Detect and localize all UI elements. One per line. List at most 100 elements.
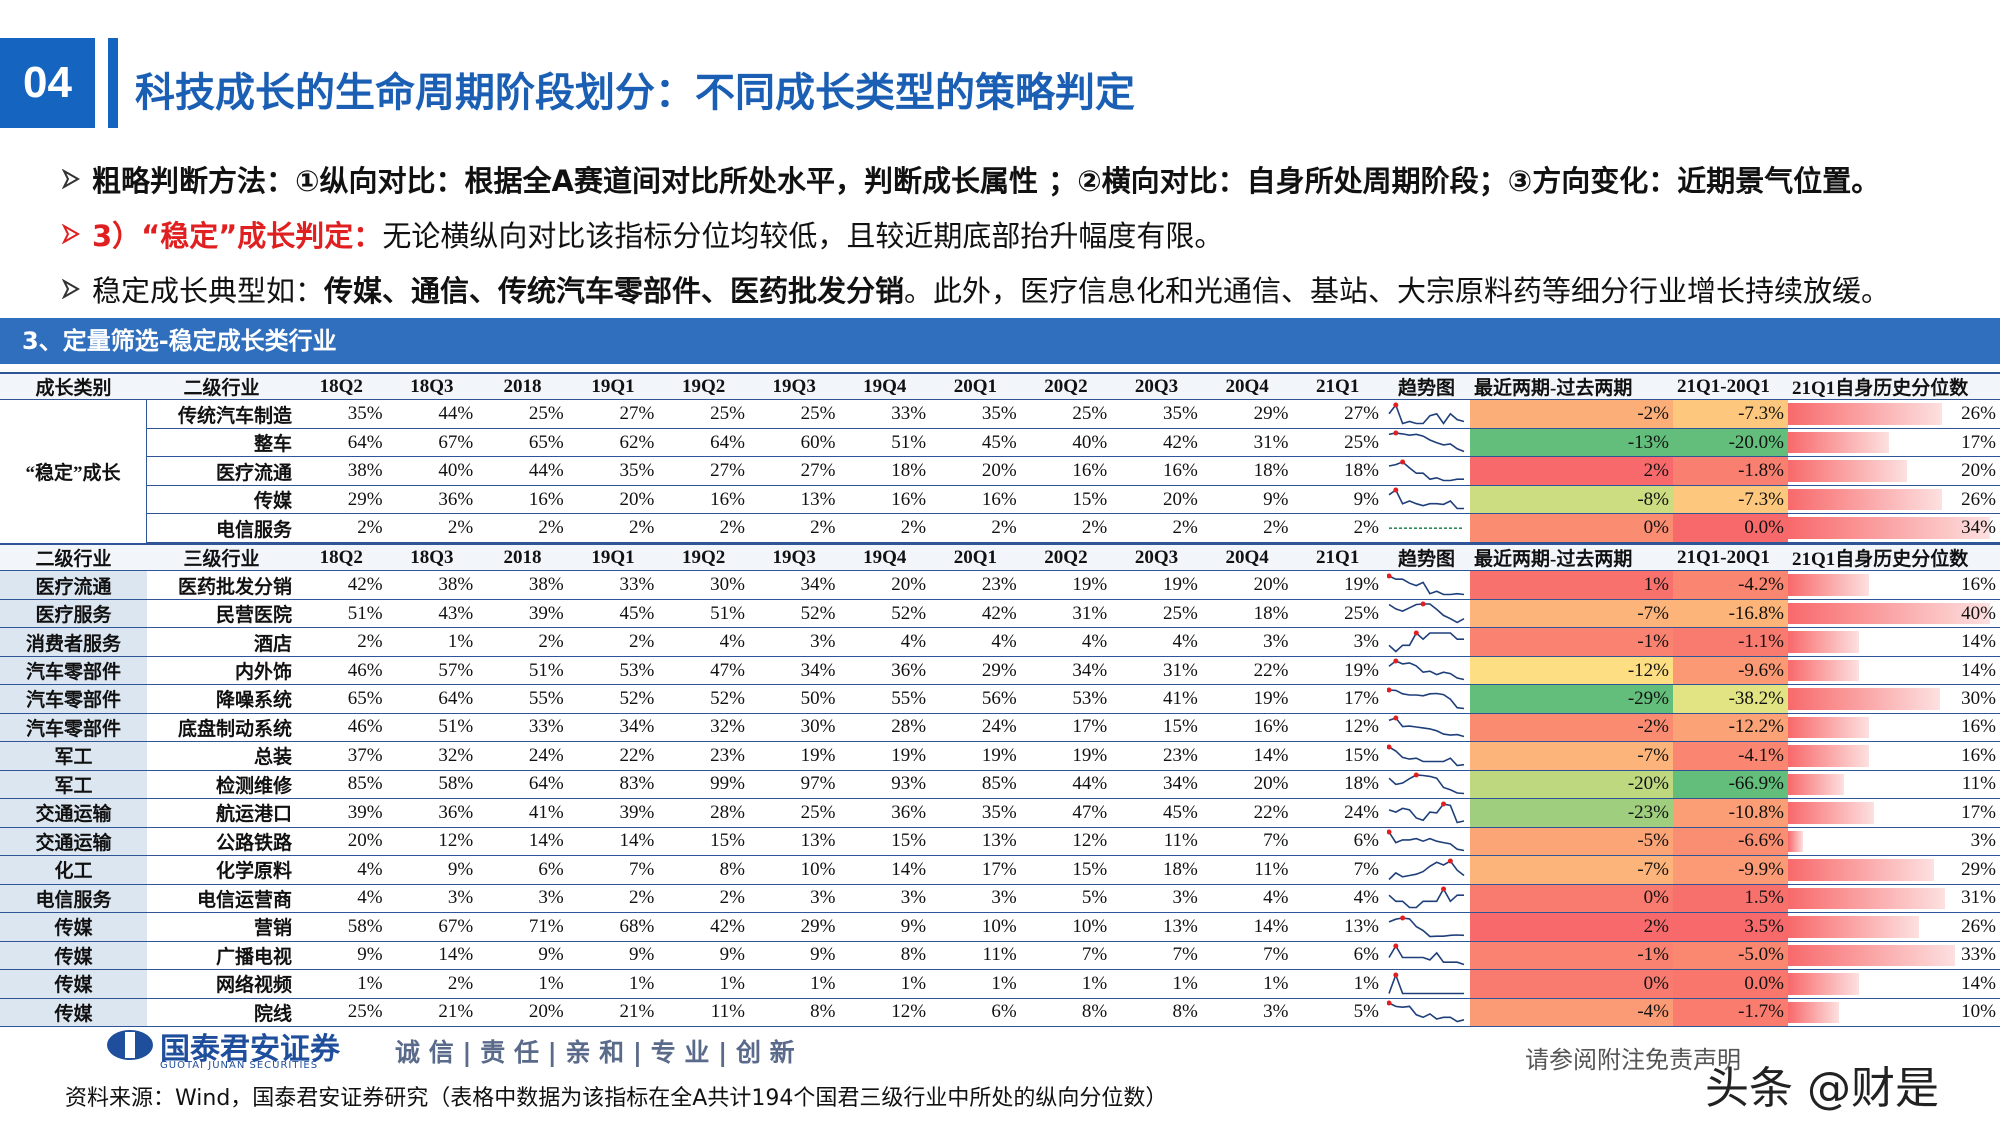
bullet-text: 无论横纵向对比该指标分位均较低，且较近期底部抬升幅度有限。 [382, 219, 1224, 253]
level2-industry: 汽车零部件 [0, 656, 147, 685]
data-cell: 29% [800, 915, 836, 937]
level3-industry: 底盘制动系统 [177, 718, 292, 740]
data-cell: 20% [891, 574, 927, 596]
trend-peak [1393, 487, 1399, 493]
trend-cell [1383, 799, 1470, 826]
trend-peak [1393, 715, 1399, 721]
table-row: 汽车零部件 底盘制动系统 46% 51% 33% 34% 32% 30% 28% 24% 17% 15… [0, 713, 2000, 743]
trend-cell [1383, 942, 1470, 969]
data-cell: 15% [1072, 488, 1108, 510]
data-cell: 67% [438, 915, 474, 937]
data-cell: 2% [719, 887, 745, 909]
data-cell: 1% [538, 972, 564, 994]
percentile: 14% [1961, 631, 1996, 653]
trend-peak [1441, 801, 1447, 807]
yoy-change: -4.2% [1673, 571, 1788, 599]
trend-line [1388, 746, 1465, 767]
column-header: 19Q4 [863, 546, 907, 568]
percentile: 11% [1961, 773, 1996, 795]
data-cell: 18% [1253, 602, 1289, 624]
data-cell: 16% [891, 488, 927, 510]
sparkline [1388, 772, 1465, 795]
data-bar [1788, 716, 1869, 739]
data-cell: 14% [528, 830, 564, 852]
data-cell: 18% [1253, 460, 1289, 482]
table-row: 医疗服务 民营医院 51% 43% 39% 45% 51% 52% 52% 42% 31% 25% 18… [0, 599, 2000, 629]
trend-cell [1383, 913, 1470, 940]
data-cell: 2% [1081, 517, 1108, 539]
percentile: 26% [1961, 403, 1996, 425]
data-cell: 33% [528, 716, 564, 738]
trend-peak [1393, 972, 1399, 978]
industry: 整车 [253, 434, 292, 456]
data-cell: 34% [619, 716, 655, 738]
data-cell: 22% [619, 744, 655, 766]
sparkline [1388, 601, 1465, 624]
percentile: 30% [1961, 687, 1996, 709]
data-cell: 27% [619, 403, 655, 425]
trend-peak [1387, 1000, 1392, 1006]
level2-industry: 传媒 [0, 998, 147, 1026]
trend-line [1388, 660, 1465, 681]
recent-change: -1% [1470, 628, 1673, 656]
data-cell: 34% [800, 574, 836, 596]
data-cell: 29% [1253, 403, 1289, 425]
data-cell: 31% [1163, 659, 1198, 681]
data-cell: 16% [981, 488, 1017, 510]
data-cell: 56% [981, 687, 1017, 709]
yoy-change: 1.5% [1673, 884, 1788, 913]
data-cell: 1% [447, 631, 474, 653]
column-header: 19Q1 [591, 546, 635, 568]
table-row: 传媒 网络视频 1% 2% 1% 1% 1% 1% 1% 1% 1% 1% 1% 1% 0% 0.0% 14% [0, 970, 2000, 999]
yoy-change: -6.6% [1673, 827, 1788, 856]
data-cell: 16% [1163, 460, 1198, 482]
data-cell: 40% [1072, 431, 1108, 453]
trend-peak [1413, 630, 1419, 636]
data-cell: 38% [347, 460, 383, 482]
data-cell: 1% [1172, 972, 1198, 994]
data-cell: 43% [438, 602, 474, 624]
recent-change: -4% [1470, 998, 1673, 1026]
data-cell: 2% [538, 517, 564, 539]
column-header: 2018 [503, 546, 542, 568]
data-cell: 1% [900, 972, 927, 994]
bullet: 粗略判断方法：①纵向对比：根据全A赛道间对比所处水平，判断成长属性 ；②横向对比… [62, 158, 1880, 200]
data-cell: 11% [1163, 830, 1198, 852]
trend-line [1388, 603, 1465, 624]
yoy-change: -1.8% [1673, 457, 1788, 485]
level3-industry: 内外饰 [234, 662, 292, 684]
trend-cell [1383, 571, 1470, 598]
data-cell: 51% [347, 602, 383, 624]
yoy-change: -4.1% [1673, 742, 1788, 770]
data-bar [1788, 830, 1804, 853]
data-cell: 65% [347, 687, 383, 709]
data-cell: 5% [1081, 887, 1108, 909]
level3-industry: 降噪系统 [215, 690, 292, 712]
trend-peak [1400, 915, 1406, 921]
data-cell: 35% [619, 460, 655, 482]
yoy-change: -1.1% [1673, 628, 1788, 656]
data-cell: 67% [438, 431, 474, 453]
level2-industry: 军工 [0, 742, 147, 770]
trend-cell [1383, 600, 1470, 627]
data-cell: 4% [1081, 631, 1108, 653]
data-cell: 39% [619, 801, 655, 823]
data-cell: 16% [1072, 460, 1108, 482]
sparkline [1387, 829, 1465, 852]
data-cell: 85% [981, 773, 1017, 795]
yoy-change: -9.6% [1673, 656, 1788, 685]
percentile-cell: 16% [1788, 742, 2000, 769]
data-cell: 18% [1163, 858, 1198, 880]
data-cell: 28% [891, 716, 927, 738]
data-cell: 1% [991, 972, 1017, 994]
data-bar [1788, 745, 1869, 767]
trend-cell [1383, 657, 1470, 684]
data-cell: 53% [1072, 687, 1108, 709]
data-cell: 31% [1072, 602, 1108, 624]
level2-industry: 电信服务 [0, 884, 147, 913]
table-row: 传媒 29% 36% 16% 20% 16% 13% 16% 16% 15% 20% 9% 9% -8% -… [0, 485, 2000, 515]
data-cell: 38% [528, 574, 564, 596]
trend-line [1388, 432, 1465, 453]
data-cell: 20% [528, 1001, 564, 1023]
data-cell: 35% [1163, 403, 1198, 425]
